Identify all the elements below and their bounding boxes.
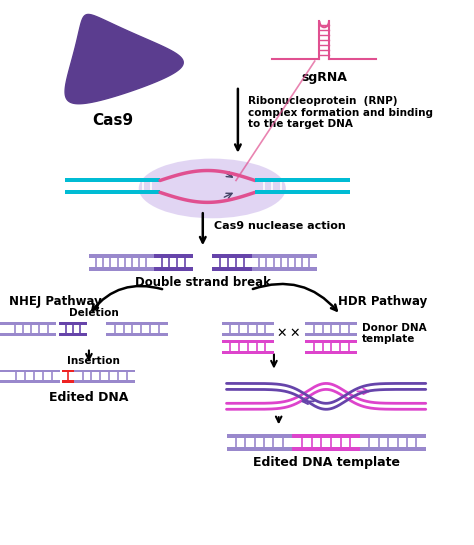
Text: Edited DNA template: Edited DNA template xyxy=(253,456,400,469)
Bar xyxy=(292,434,360,438)
Text: ✕: ✕ xyxy=(276,327,287,340)
Text: Deletion: Deletion xyxy=(69,308,118,318)
Bar xyxy=(0,380,61,384)
Bar xyxy=(59,332,87,336)
Bar xyxy=(252,267,317,271)
Text: Insertion: Insertion xyxy=(67,355,120,366)
Bar xyxy=(89,254,154,258)
Text: NHEJ Pathway: NHEJ Pathway xyxy=(9,295,102,308)
Bar xyxy=(74,370,136,372)
Bar xyxy=(255,190,350,195)
Bar xyxy=(305,322,357,325)
Bar xyxy=(212,254,252,258)
Bar xyxy=(360,447,426,451)
Bar xyxy=(222,350,274,354)
Bar xyxy=(305,340,357,343)
Bar xyxy=(305,332,357,336)
Bar xyxy=(74,380,136,384)
Text: sgRNA: sgRNA xyxy=(301,71,347,84)
Bar xyxy=(212,267,252,271)
Bar xyxy=(63,380,74,384)
Bar xyxy=(227,447,292,451)
Text: Cas9: Cas9 xyxy=(92,113,133,128)
Text: Ribonucleoprotein  (RNP)
complex formation and binding
to the target DNA: Ribonucleoprotein (RNP) complex formatio… xyxy=(248,96,433,129)
Bar xyxy=(255,178,350,183)
Bar xyxy=(360,434,426,438)
Text: ✕: ✕ xyxy=(290,327,300,340)
Bar xyxy=(0,332,56,336)
Bar xyxy=(59,322,87,325)
Text: Double strand break: Double strand break xyxy=(135,276,271,289)
Text: Edited DNA: Edited DNA xyxy=(49,391,128,404)
Text: Cas9 nuclease action: Cas9 nuclease action xyxy=(214,221,346,231)
Text: HDR Pathway: HDR Pathway xyxy=(338,295,428,308)
Bar xyxy=(0,322,56,325)
Bar xyxy=(89,267,154,271)
Bar xyxy=(154,267,193,271)
Bar xyxy=(252,254,317,258)
Bar xyxy=(222,340,274,343)
Bar xyxy=(154,254,193,258)
Bar xyxy=(63,370,74,372)
Polygon shape xyxy=(65,14,183,104)
Bar xyxy=(106,332,168,336)
Bar xyxy=(65,178,160,183)
Bar xyxy=(222,322,274,325)
Bar xyxy=(106,322,168,325)
Bar xyxy=(65,190,160,195)
Bar xyxy=(222,332,274,336)
Text: Donor DNA
template: Donor DNA template xyxy=(362,323,427,344)
Bar xyxy=(0,370,61,372)
Bar xyxy=(292,447,360,451)
Ellipse shape xyxy=(139,159,286,219)
Bar xyxy=(227,434,292,438)
Bar xyxy=(305,350,357,354)
